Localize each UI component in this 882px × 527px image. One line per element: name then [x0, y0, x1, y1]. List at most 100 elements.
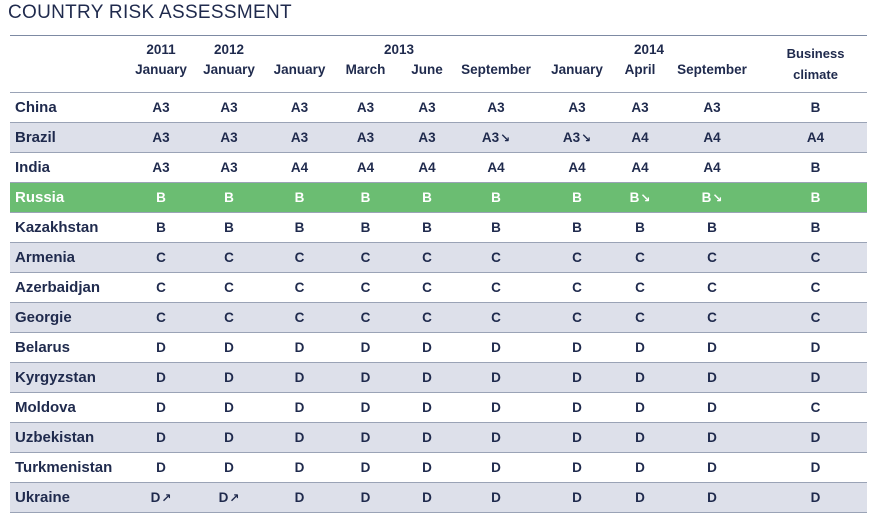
rating-cell: A3 — [194, 152, 264, 183]
rating-cell: D — [264, 452, 335, 483]
country-name: Azerbaidjan — [10, 272, 128, 303]
rating-cell: D — [764, 332, 868, 363]
rating-cell: D — [128, 332, 194, 363]
table-row: Ukraine D↗ D↗ D D D D D D D D — [10, 482, 868, 513]
country-name: Brazil — [10, 122, 128, 153]
rating-cell: D — [264, 362, 335, 393]
rating-cell: D — [194, 422, 264, 453]
rating-cell: A3 — [335, 92, 396, 123]
rating-cell: A3 — [194, 122, 264, 153]
rating-cell: D — [128, 362, 194, 393]
rating-cell: B — [396, 182, 458, 213]
rating-cell: C — [194, 242, 264, 273]
rating-cell: A4 — [764, 122, 868, 153]
rating-cell: D — [458, 362, 535, 393]
rating-cell: C — [660, 272, 765, 303]
rating-cell: C — [458, 242, 535, 273]
rating-cell: D — [660, 452, 765, 483]
rating-cell: C — [534, 302, 621, 333]
month-header: March — [345, 62, 386, 77]
rating-cell: D — [264, 332, 335, 363]
country-name: Moldova — [10, 392, 128, 423]
rating-cell: B — [458, 212, 535, 243]
rating-cell: A3 — [534, 92, 621, 123]
table-row: Belarus D D D D D D D D D D — [10, 332, 868, 363]
rating-cell: D↗ — [194, 482, 264, 513]
rating-cell: C — [396, 242, 458, 273]
rating-cell: B — [764, 152, 868, 183]
rating-cell: D — [534, 452, 621, 483]
month-header: January — [203, 62, 255, 77]
rating-cell: B — [128, 212, 194, 243]
country-name: Uzbekistan — [10, 422, 128, 453]
rating-cell: A4 — [458, 152, 535, 183]
rating-cell: C — [128, 242, 194, 273]
month-header: June — [411, 62, 443, 77]
rating-value: D — [150, 490, 161, 505]
rating-cell: C — [620, 242, 661, 273]
table-row: Turkmenistan D D D D D D D D D D — [10, 452, 868, 483]
page-title: COUNTRY RISK ASSESSMENT — [8, 2, 292, 23]
rating-cell: C — [534, 272, 621, 303]
rating-cell: D — [660, 362, 765, 393]
rating-cell: D — [534, 482, 621, 513]
rating-cell: D — [264, 482, 335, 513]
rating-cell: D — [458, 482, 535, 513]
rating-cell: D — [194, 332, 264, 363]
rating-cell: A3 — [194, 92, 264, 123]
table-header: 2011 2012 2013 2014 Business climate Jan… — [10, 35, 868, 93]
rating-cell: D — [264, 422, 335, 453]
rating-cell: A3 — [128, 152, 194, 183]
month-header: January — [551, 62, 603, 77]
rating-cell: D — [335, 422, 396, 453]
country-name: India — [10, 152, 128, 183]
country-name: Kyrgyzstan — [10, 362, 128, 393]
rating-cell: D — [458, 392, 535, 423]
table-row: China A3 A3 A3 A3 A3 A3 A3 A3 A3 B — [10, 92, 868, 123]
rating-cell: C — [128, 302, 194, 333]
rating-cell: C — [534, 242, 621, 273]
rating-cell: D — [764, 422, 868, 453]
rating-cell: A4 — [264, 152, 335, 183]
rating-cell: A4 — [660, 152, 765, 183]
business-climate-header: Business climate — [764, 35, 868, 93]
rating-cell: D — [194, 452, 264, 483]
rating-cell: D — [764, 482, 868, 513]
rating-cell: C — [194, 272, 264, 303]
table-row: Armenia C C C C C C C C C C — [10, 242, 868, 273]
rating-value: B — [701, 190, 712, 205]
arrow-up-right-icon: ↗ — [229, 491, 240, 505]
table-row: Uzbekistan D D D D D D D D D D — [10, 422, 868, 453]
rating-cell: D — [764, 362, 868, 393]
rating-cell: C — [620, 302, 661, 333]
rating-cell: D — [620, 482, 661, 513]
risk-table: 2011 2012 2013 2014 Business climate Jan… — [10, 35, 868, 513]
rating-cell: D — [396, 362, 458, 393]
rating-cell: C — [396, 272, 458, 303]
rating-cell: A3 — [458, 92, 535, 123]
rating-cell: D — [128, 452, 194, 483]
month-header: April — [624, 62, 656, 77]
country-name: Turkmenistan — [10, 452, 128, 483]
rating-cell: A3 — [264, 122, 335, 153]
table-row: Moldova D D D D D D D D D C — [10, 392, 868, 423]
month-header: January — [135, 62, 187, 77]
rating-cell: C — [335, 272, 396, 303]
rating-cell: A4 — [335, 152, 396, 183]
rating-cell: A3 — [396, 92, 458, 123]
rating-cell: D — [764, 452, 868, 483]
rating-cell: A4 — [534, 152, 621, 183]
rating-cell: D — [620, 392, 661, 423]
country-name: Ukraine — [10, 482, 128, 513]
country-name: Russia — [10, 182, 128, 213]
rating-cell: B — [534, 212, 621, 243]
rating-cell: B↘ — [660, 182, 765, 213]
rating-cell: A3 — [264, 92, 335, 123]
rating-cell: C — [335, 302, 396, 333]
rating-cell: B↘ — [620, 182, 661, 213]
rating-cell: C — [764, 272, 868, 303]
table-row: Russia B B B B B B B B↘ B↘ B — [10, 182, 868, 213]
rating-cell: C — [764, 392, 868, 423]
rating-cell: B — [764, 182, 868, 213]
rating-cell: D — [660, 482, 765, 513]
